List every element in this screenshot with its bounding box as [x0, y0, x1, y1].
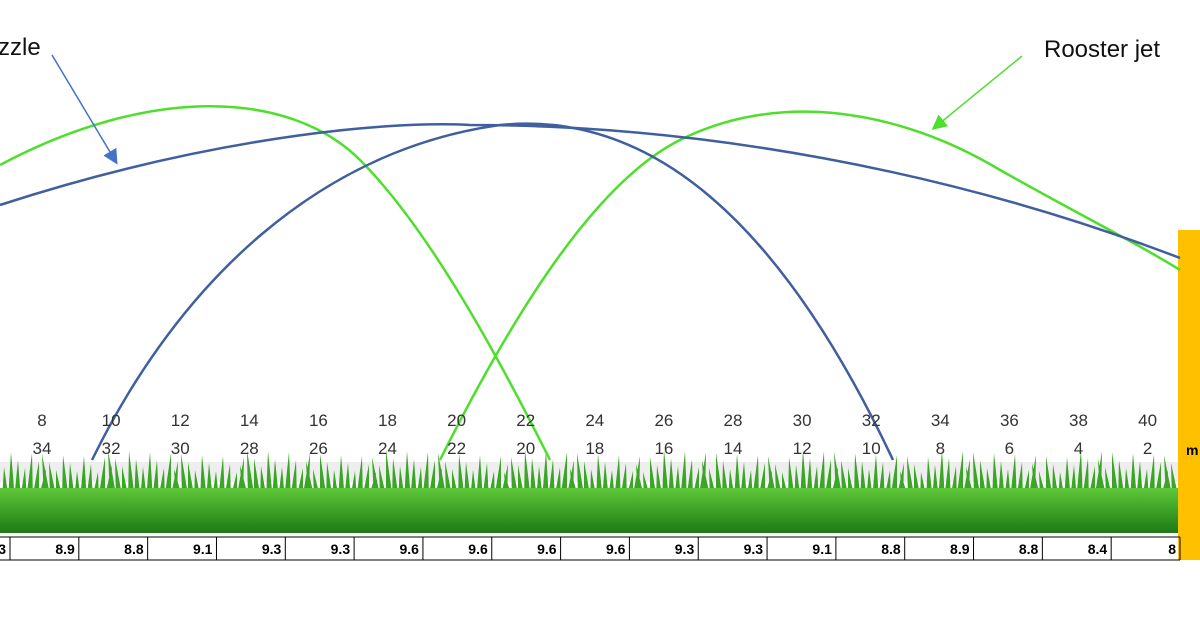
distance-bottom: 12 — [793, 439, 812, 458]
table-cell: 9.6 — [399, 541, 419, 557]
distance-bottom: 24 — [378, 439, 397, 458]
distance-top: 12 — [171, 411, 190, 430]
distance-top: 8 — [37, 411, 46, 430]
distance-bottom: 28 — [240, 439, 259, 458]
distance-top: 14 — [240, 411, 259, 430]
distance-top: 40 — [1138, 411, 1157, 430]
distance-top: 32 — [862, 411, 881, 430]
table-cell: 9.3 — [744, 541, 764, 557]
nozzle-arc — [90, 122, 895, 461]
distance-top: 10 — [102, 411, 121, 430]
distance-bottom: 16 — [654, 439, 673, 458]
distance-bottom: 2 — [1143, 439, 1152, 458]
post — [1178, 230, 1200, 560]
curves — [0, 54, 1181, 461]
distance-top: 22 — [516, 411, 535, 430]
distance-bottom: 6 — [1005, 439, 1014, 458]
table-cell: 8.4 — [1088, 541, 1108, 557]
distance-bottom: 26 — [309, 439, 328, 458]
distance-bottom: 18 — [585, 439, 604, 458]
distance-top: 38 — [1069, 411, 1088, 430]
table-cell: 9.3 — [675, 541, 695, 557]
distance-top: 20 — [447, 411, 466, 430]
post-label: m — [1186, 442, 1198, 458]
table-cell: 3 — [0, 541, 6, 557]
distance-bottom: 4 — [1074, 439, 1083, 458]
rooster-arc — [438, 110, 1181, 461]
table-cell: 8.9 — [950, 541, 970, 557]
distance-top: 16 — [309, 411, 328, 430]
distance-bottom: 14 — [724, 439, 743, 458]
distance-top: 26 — [654, 411, 673, 430]
distance-top: 30 — [793, 411, 812, 430]
distance-top: 28 — [724, 411, 743, 430]
table-cell: 9.3 — [331, 541, 351, 557]
grass-base — [0, 488, 1180, 533]
distance-top: 18 — [378, 411, 397, 430]
grass — [0, 450, 1185, 500]
table-cell: 9.3 — [262, 541, 282, 557]
nozzle-arc — [0, 123, 1181, 260]
distance-top: 36 — [1000, 411, 1019, 430]
distance-bottom: 34 — [33, 439, 52, 458]
table-cell: 8 — [1168, 541, 1176, 557]
distance-bottom: 32 — [102, 439, 121, 458]
table-cell: 9.6 — [468, 541, 488, 557]
rooster-arc — [0, 105, 552, 461]
distance-bottom: 8 — [936, 439, 945, 458]
distance-bottom: 22 — [447, 439, 466, 458]
distance-bottom: 10 — [862, 439, 881, 458]
nozzle-label: zzle — [0, 34, 41, 61]
rooster-label: Rooster jet — [1044, 36, 1160, 63]
grass-blades — [0, 450, 1185, 500]
distance-top: 34 — [931, 411, 950, 430]
table-cell: 8.8 — [881, 541, 901, 557]
distance-top: 24 — [585, 411, 604, 430]
table-cell: 8.9 — [55, 541, 75, 557]
table-cell: 9.6 — [606, 541, 626, 557]
distance-bottom: 30 — [171, 439, 190, 458]
table-cell: 9.1 — [812, 541, 832, 557]
arrow — [931, 55, 1023, 130]
table-cell: 8.8 — [124, 541, 144, 557]
arrow — [51, 54, 118, 165]
table-cell: 8.8 — [1019, 541, 1039, 557]
distance-bottom: 20 — [516, 439, 535, 458]
table-cell: 9.6 — [537, 541, 557, 557]
table-cell: 9.1 — [193, 541, 213, 557]
